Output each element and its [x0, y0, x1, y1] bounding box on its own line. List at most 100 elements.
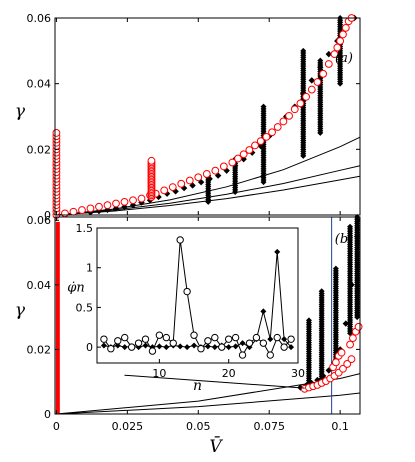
panel-a-diamond: [260, 103, 267, 110]
panel-a-red-circle: [290, 105, 299, 114]
panel-b-curve-1: [56, 373, 361, 415]
panel-b-black-column-4: [347, 223, 354, 337]
panel-a-diamond: [163, 190, 171, 197]
inset-y-tick-label: 0: [86, 341, 93, 354]
inset-circle: [148, 347, 157, 355]
panel-b-connector: [124, 374, 305, 389]
inset-series: [100, 236, 295, 359]
inset-diamond: [211, 344, 218, 351]
inset-diamond: [274, 248, 281, 255]
inset-circle: [252, 333, 261, 342]
inset-circle: [169, 339, 177, 347]
panel-a-y-tick-label: 0.06: [27, 12, 52, 25]
inset: 0 0.5 1 1.5 10 20 30 n φ̇n: [67, 222, 305, 394]
panel-b-black-column-5: [354, 214, 361, 321]
panel-a-red-circle: [147, 156, 156, 165]
inset-diamond: [156, 343, 163, 350]
panel-a-red-circle: [285, 111, 293, 120]
panel-a-curve-1: [56, 136, 361, 216]
panel-a-red-circle: [245, 146, 254, 154]
inset-ylabel: φ̇n: [67, 281, 84, 296]
inset-diamond: [100, 342, 107, 349]
panel-a-red-circle: [339, 30, 347, 39]
panel-b-y-tick-label: 0.02: [27, 343, 52, 356]
panel-b-red-circle: [339, 364, 347, 373]
inset-circle: [204, 337, 212, 345]
inset-circle: [211, 333, 219, 342]
panel-a-red-circle: [330, 50, 339, 59]
panel-a-red-circle: [86, 204, 95, 213]
inset-diamond: [232, 343, 239, 350]
panel-a-diamond: [300, 47, 307, 54]
inset-diamond: [163, 344, 170, 351]
panel-a-red-circle: [239, 150, 248, 159]
panel-a-red-circle: [61, 209, 69, 218]
panel-a-curve-2: [56, 165, 361, 216]
panel-a-x-ticks: [55, 18, 341, 215]
panel-a-red-circle: [185, 176, 194, 185]
x-tick-label: 0: [53, 420, 60, 433]
panel-a-red-circle: [336, 37, 345, 45]
panel-b-red-circle: [346, 340, 354, 349]
x-tick-label: 0.1: [331, 420, 349, 433]
inset-diamond: [142, 342, 149, 349]
panel-b: 0 0.02 0.04 0.06 0 0.025 0.05 0.075 0.1 γ (b) 0…: [15, 214, 363, 433]
inset-x-tick-label: 20: [222, 367, 236, 380]
panel-b-tag: (b): [335, 232, 353, 247]
panel-b-y-ticks: 0 0.02 0.04 0.06: [27, 214, 360, 421]
panel-a-red-circle: [251, 141, 259, 150]
panel-a-diamond: [308, 77, 315, 84]
panel-b-black-column-3: [332, 265, 339, 363]
panel-b-curve-2: [56, 392, 361, 415]
inset-circle: [176, 236, 184, 244]
panel-a-red-circle: [333, 43, 342, 52]
panel-a-red-circle: [234, 154, 242, 163]
inset-circle: [107, 345, 115, 353]
panel-b-y-tick-label: 0.06: [27, 214, 52, 227]
panel-a-frame: [54, 17, 361, 216]
panel-a-ylabel: γ: [15, 102, 26, 122]
inset-circle: [197, 345, 205, 353]
panel-a-red-circle: [262, 132, 271, 141]
panel-b-curves: [56, 373, 361, 415]
inset-diamond: [204, 343, 211, 350]
inset-y-tick-label: 0.5: [76, 301, 94, 314]
panel-a-tag: (a): [335, 51, 353, 66]
panel-a-red-circle: [112, 199, 120, 208]
inset-x-tick-label: 10: [152, 367, 166, 380]
panel-b-red-circle: [337, 348, 346, 357]
panel-a-red-circle: [268, 128, 276, 137]
panel-a-red-circle: [219, 162, 228, 171]
inset-circle: [100, 335, 108, 343]
inset-diamond: [239, 340, 246, 347]
inset-circle: [121, 333, 129, 342]
panel-a-red-circle: [129, 196, 137, 205]
panel-b-y-tick-label: 0: [44, 408, 51, 421]
panel-a-red-spike: [147, 156, 156, 201]
panel-a-diamond: [317, 57, 324, 64]
inset-y-tick-label: 1.5: [76, 222, 94, 235]
inset-diamond: [281, 336, 288, 343]
panel-a-red-circle: [137, 194, 146, 203]
x-axis-label: V̄: [209, 435, 223, 457]
panel-a-red-circle: [103, 201, 112, 210]
panel-a-black-column-3: [260, 103, 267, 186]
panel-a-red-circle: [302, 92, 310, 101]
inset-diamond: [177, 343, 184, 350]
panel-b-black-column-2: [318, 288, 325, 382]
panel-a-red-circle: [211, 166, 220, 175]
inset-diamond: [191, 342, 198, 349]
panel-a-red-circle: [319, 69, 328, 78]
panel-a-y-tick-label: 0.02: [27, 143, 52, 156]
panel-a: 0 0.02 0.04 0.06 γ (a): [15, 12, 361, 222]
panel-b-connector-line: [124, 374, 305, 389]
inset-circle: [127, 343, 136, 351]
panel-b-x-ticks: 0 0.025 0.05 0.075 0.1: [53, 217, 349, 433]
panel-a-red-circle: [313, 78, 322, 86]
inset-circle-line: [103, 239, 292, 357]
inset-circle: [259, 339, 268, 347]
inset-circle: [162, 333, 171, 342]
panel-a-red-circle: [120, 197, 129, 206]
inset-x-ticks: 10 20 30: [152, 359, 305, 380]
